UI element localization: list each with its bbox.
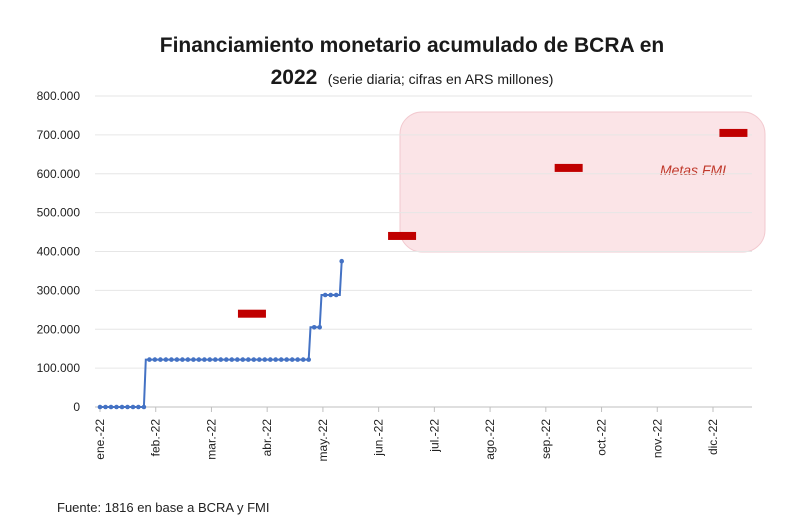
series-point	[328, 292, 334, 298]
series-point	[278, 357, 284, 362]
target-region-label: Metas FMI	[660, 162, 726, 178]
x-tick-label: abr.-22	[260, 419, 274, 457]
x-tick-label: jun.-22	[372, 419, 386, 457]
x-tick-label: sep.-22	[539, 419, 553, 459]
y-tick-label: 0	[73, 400, 80, 414]
series-point	[218, 357, 224, 362]
series-point	[147, 357, 152, 362]
series-point	[108, 404, 114, 410]
series-point	[235, 357, 240, 362]
series-point	[224, 357, 229, 362]
series-point	[207, 357, 213, 362]
series-point	[152, 357, 158, 362]
series-point	[141, 404, 147, 410]
x-axis: ene.-22 feb.-22 mar.-22 abr.-22 may.-22 jun.-…	[93, 406, 752, 462]
series-point	[262, 357, 268, 362]
x-tick-label: mar.-22	[204, 419, 218, 460]
target-markers	[237, 128, 748, 318]
x-tick-label: jul.-22	[427, 419, 441, 453]
series-point	[240, 357, 246, 362]
y-axis-ticks: 0 100.000 200.000 300.000 400.000 500.000 600.…	[37, 89, 81, 414]
series-path	[100, 261, 343, 408]
x-tick-label: oct.-22	[595, 419, 609, 456]
series-point	[339, 258, 345, 264]
target-marker	[719, 128, 748, 137]
source-note: Fuente: 1816 en base a BCRA y FMI	[57, 500, 269, 515]
x-tick-label: nov.-22	[650, 419, 664, 458]
series-point	[196, 357, 202, 362]
y-tick-label: 600.000	[37, 167, 81, 181]
series-point	[213, 357, 218, 362]
chart-title-line1: Financiamiento monetario acumulado de BC…	[160, 34, 664, 57]
series-point	[163, 357, 169, 362]
y-tick-label: 100.000	[37, 361, 81, 375]
x-tick-label: feb.-22	[149, 419, 163, 457]
series-point	[125, 404, 130, 410]
series-point	[246, 357, 251, 362]
series-point	[306, 357, 312, 362]
y-tick-label: 500.000	[37, 206, 81, 220]
chart-subtitle: (serie diaria; cifras en ARS millones)	[328, 71, 554, 87]
series-point	[333, 292, 339, 298]
chart-title-line2: 2022 (serie diaria; cifras en ARS millon…	[271, 66, 554, 89]
series-point	[295, 357, 301, 362]
series-point	[169, 357, 174, 362]
target-marker	[237, 309, 266, 318]
series-point	[229, 357, 235, 362]
series-point	[284, 357, 290, 362]
target-marker	[388, 231, 417, 240]
series-point	[191, 357, 196, 362]
x-tick-label: may.-22	[316, 419, 330, 462]
series-point	[202, 357, 207, 362]
series-point	[300, 357, 306, 362]
series-point	[103, 404, 108, 410]
y-tick-label: 700.000	[37, 128, 81, 142]
series-point	[322, 292, 328, 298]
gridlines	[95, 95, 752, 369]
series-point	[174, 357, 180, 362]
series-point	[317, 325, 323, 330]
chart-title-year: 2022	[271, 66, 318, 89]
series-point	[130, 404, 136, 410]
series-point	[251, 357, 257, 362]
series-point	[185, 357, 191, 362]
series-point	[158, 357, 163, 362]
series-point	[257, 357, 262, 362]
y-tick-label: 400.000	[37, 245, 81, 259]
series-point	[268, 357, 273, 362]
series-point	[273, 357, 279, 362]
series-point	[97, 404, 103, 410]
series-point	[136, 404, 141, 410]
series-point	[289, 357, 295, 362]
x-tick-label: ago.-22	[483, 419, 497, 460]
y-tick-label: 800.000	[37, 89, 81, 103]
x-tick-label: dic.-22	[706, 419, 720, 455]
target-marker	[554, 163, 583, 172]
y-tick-label: 200.000	[37, 322, 81, 336]
x-tick-label: ene.-22	[93, 419, 107, 460]
y-tick-label: 300.000	[37, 283, 81, 297]
series-point	[114, 404, 119, 410]
target-region	[399, 111, 766, 253]
series-point	[119, 404, 125, 410]
series-point	[180, 357, 185, 362]
series-line	[97, 258, 345, 410]
series-point	[311, 325, 317, 330]
